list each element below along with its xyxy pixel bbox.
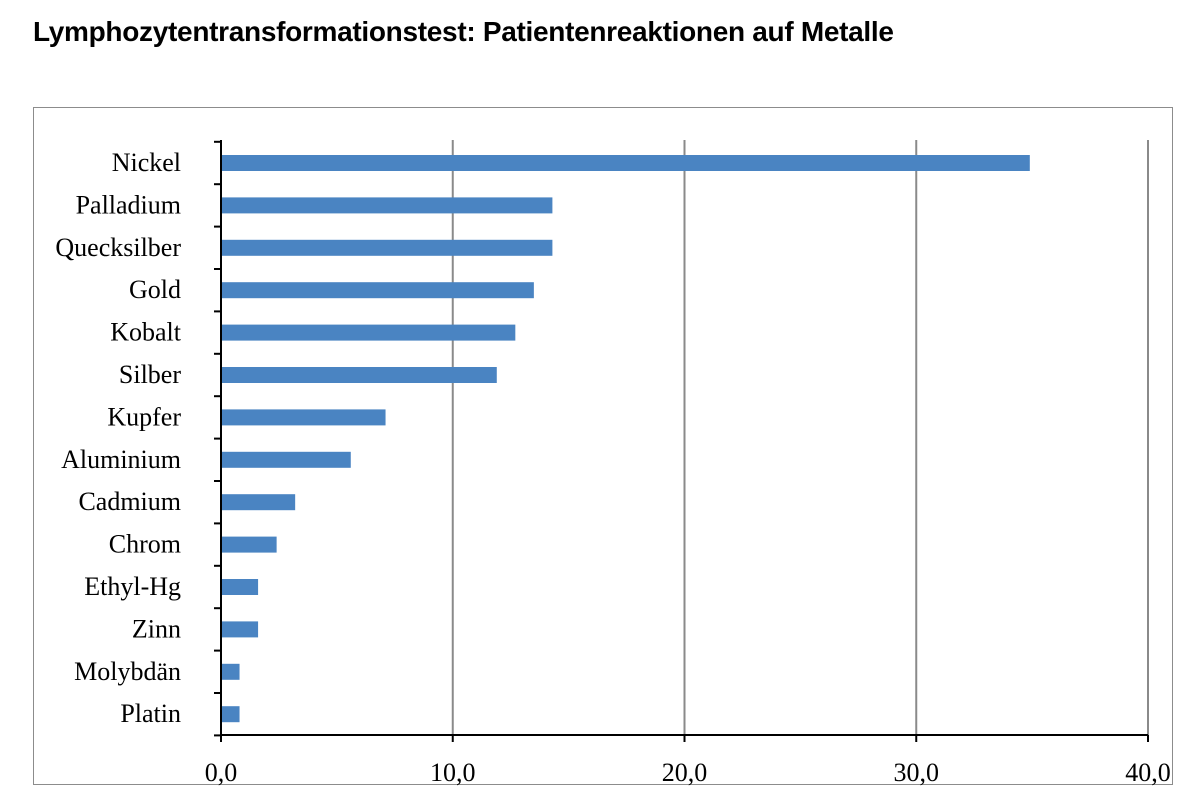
category-label: Palladium xyxy=(76,190,181,219)
category-label: Zinn xyxy=(132,614,181,643)
category-label: Molybdän xyxy=(74,657,181,686)
bar-zinn xyxy=(222,621,259,638)
category-label: Kupfer xyxy=(107,402,181,431)
x-tick-label: 40,0 xyxy=(1125,758,1171,787)
category-label: Silber xyxy=(119,360,181,389)
category-label: Quecksilber xyxy=(55,233,181,262)
chart-frame xyxy=(33,107,1173,785)
category-label: Kobalt xyxy=(110,318,182,347)
bars xyxy=(222,155,1030,723)
bar-platin xyxy=(222,706,240,723)
gridlines xyxy=(451,140,1149,735)
bar-quecksilber xyxy=(222,239,553,256)
x-tick-label: 30,0 xyxy=(894,758,940,787)
bar-ethyl-hg xyxy=(222,579,259,595)
bar-cadmium xyxy=(222,494,296,511)
bar-chrom xyxy=(222,536,277,553)
axes xyxy=(214,140,1149,742)
labels: 0,0 10,0 20,0 30,0 40,0 Nickel Palladium Quecks… xyxy=(55,148,1170,787)
category-label: Cadmium xyxy=(78,487,181,516)
category-label: Aluminium xyxy=(61,445,181,474)
category-label: Platin xyxy=(120,699,181,728)
x-tick-label: 20,0 xyxy=(662,758,708,787)
bar-molybd-n xyxy=(222,663,240,680)
x-tick-label: 10,0 xyxy=(430,758,476,787)
bar-kupfer xyxy=(222,409,386,426)
bar-nickel xyxy=(222,155,1030,171)
category-label: Ethyl-Hg xyxy=(84,572,181,601)
x-tick-label: 0,0 xyxy=(205,758,238,787)
bar-kobalt xyxy=(222,324,516,341)
bar-aluminium xyxy=(222,451,351,468)
category-label: Gold xyxy=(129,275,181,304)
bar-gold xyxy=(222,282,534,299)
bar-silber xyxy=(222,367,497,383)
chart-title: Lymphozytentransformationstest: Patiente… xyxy=(33,16,894,47)
category-label: Nickel xyxy=(112,148,181,177)
bar-palladium xyxy=(222,197,553,214)
category-label: Chrom xyxy=(109,530,181,559)
